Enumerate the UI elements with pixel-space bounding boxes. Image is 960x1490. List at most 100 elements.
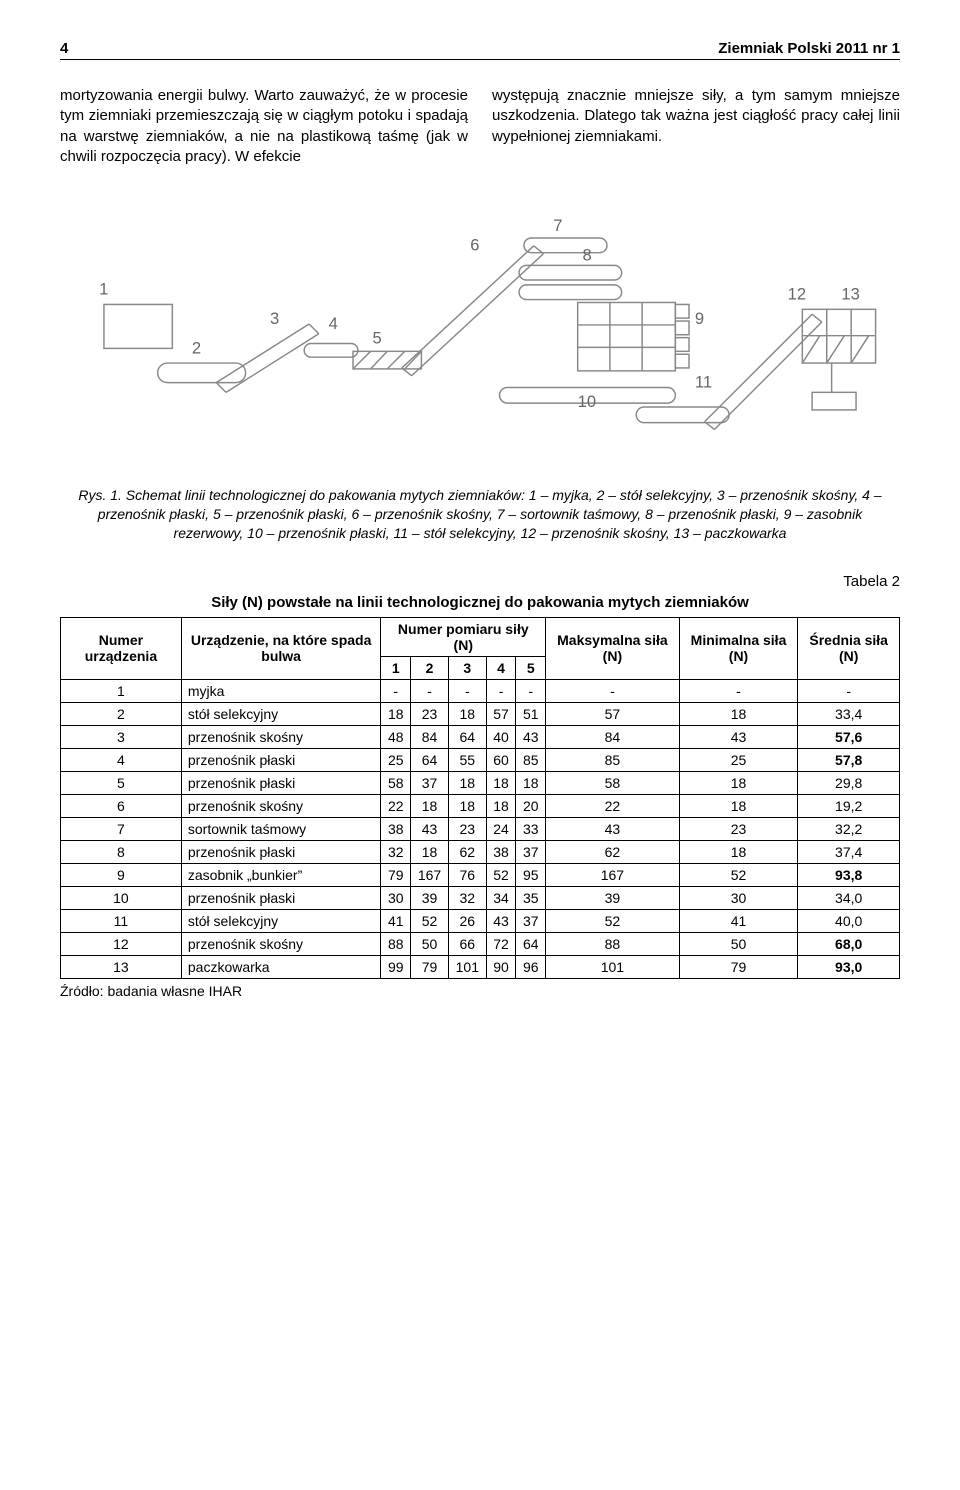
cell-value: 19,2	[798, 794, 900, 817]
cell-value: 30	[679, 886, 798, 909]
cell-value: 41	[679, 909, 798, 932]
cell-device: przenośnik płaski	[181, 771, 381, 794]
journal-title: Ziemniak Polski 2011 nr 1	[718, 40, 900, 57]
cell-value: 18	[448, 702, 486, 725]
cell-value: 23	[411, 702, 449, 725]
table-row: 4przenośnik płaski2564556085852557,8	[61, 748, 900, 771]
cell-value: 26	[448, 909, 486, 932]
cell-value: 52	[546, 909, 680, 932]
cell-value: 18	[486, 794, 516, 817]
cell-value: 40	[486, 725, 516, 748]
cell-value: 48	[381, 725, 411, 748]
svg-text:11: 11	[695, 372, 712, 391]
cell-value: -	[516, 679, 546, 702]
cell-number: 1	[61, 679, 182, 702]
cell-value: 18	[679, 840, 798, 863]
cell-value: 18	[486, 771, 516, 794]
cell-value: 18	[679, 702, 798, 725]
cell-device: przenośnik płaski	[181, 748, 381, 771]
body-col-left: mortyzowania energii bulwy. Warto zauważ…	[60, 86, 468, 167]
svg-text:8: 8	[583, 245, 592, 264]
cell-value: 29,8	[798, 771, 900, 794]
cell-value: 37,4	[798, 840, 900, 863]
svg-text:1: 1	[99, 280, 108, 299]
th-measure-col: 5	[516, 656, 546, 679]
svg-text:6: 6	[470, 236, 479, 255]
cell-device: przenośnik skośny	[181, 794, 381, 817]
th-measure-col: 3	[448, 656, 486, 679]
cell-value: 167	[546, 863, 680, 886]
svg-text:9: 9	[695, 309, 704, 328]
cell-value: 85	[516, 748, 546, 771]
cell-value: -	[546, 679, 680, 702]
table-row: 6przenośnik skośny2218181820221819,2	[61, 794, 900, 817]
cell-value: 52	[411, 909, 449, 932]
th-measure-col: 2	[411, 656, 449, 679]
cell-value: 23	[679, 817, 798, 840]
cell-value: 22	[546, 794, 680, 817]
cell-value: 62	[448, 840, 486, 863]
cell-device: paczkowarka	[181, 955, 381, 978]
cell-value: 20	[516, 794, 546, 817]
cell-value: 88	[381, 932, 411, 955]
table-row: 10przenośnik płaski3039323435393034,0	[61, 886, 900, 909]
cell-value: 50	[411, 932, 449, 955]
cell-device: myjka	[181, 679, 381, 702]
table-row: 1myjka--------	[61, 679, 900, 702]
th-min: Minimalna siła (N)	[679, 617, 798, 679]
cell-value: -	[679, 679, 798, 702]
th-device-number: Numer urządzenia	[61, 617, 182, 679]
table-row: 9zasobnik „bunkier”791677652951675293,8	[61, 863, 900, 886]
forces-table: Numer urządzenia Urządzenie, na które sp…	[60, 617, 900, 979]
cell-value: 93,8	[798, 863, 900, 886]
cell-value: 58	[546, 771, 680, 794]
cell-value: 22	[381, 794, 411, 817]
cell-value: 39	[411, 886, 449, 909]
th-measurements: Numer pomiaru siły (N)	[381, 617, 546, 656]
cell-value: 37	[516, 909, 546, 932]
body-col-right: występują znacznie mniejsze siły, a tym …	[492, 86, 900, 167]
cell-number: 13	[61, 955, 182, 978]
table-row: 13paczkowarka997910190961017993,0	[61, 955, 900, 978]
cell-value: 62	[546, 840, 680, 863]
cell-value: 58	[381, 771, 411, 794]
cell-device: przenośnik skośny	[181, 725, 381, 748]
cell-device: stół selekcyjny	[181, 702, 381, 725]
cell-value: 88	[546, 932, 680, 955]
cell-value: 25	[679, 748, 798, 771]
table-title: Siły (N) powstałe na linii technologiczn…	[60, 594, 900, 611]
cell-number: 12	[61, 932, 182, 955]
cell-value: 18	[679, 771, 798, 794]
cell-value: 43	[679, 725, 798, 748]
cell-value: 32,2	[798, 817, 900, 840]
th-measure-col: 4	[486, 656, 516, 679]
cell-value: 79	[411, 955, 449, 978]
table-row: 5przenośnik płaski5837181818581829,8	[61, 771, 900, 794]
cell-value: 57	[486, 702, 516, 725]
cell-value: 37	[516, 840, 546, 863]
cell-number: 7	[61, 817, 182, 840]
cell-value: 43	[546, 817, 680, 840]
table-label: Tabela 2	[60, 573, 900, 590]
cell-value: 60	[486, 748, 516, 771]
cell-number: 5	[61, 771, 182, 794]
svg-text:3: 3	[270, 309, 279, 328]
page-number: 4	[60, 40, 68, 57]
cell-number: 6	[61, 794, 182, 817]
cell-value: 24	[486, 817, 516, 840]
cell-value: 18	[679, 794, 798, 817]
cell-value: 99	[381, 955, 411, 978]
cell-value: 167	[411, 863, 449, 886]
cell-value: 43	[411, 817, 449, 840]
diagram-svg: 12345678910111213	[60, 197, 900, 451]
cell-value: 84	[546, 725, 680, 748]
cell-number: 11	[61, 909, 182, 932]
cell-device: przenośnik skośny	[181, 932, 381, 955]
cell-value: 37	[411, 771, 449, 794]
cell-value: 84	[411, 725, 449, 748]
cell-value: 55	[448, 748, 486, 771]
table-source: Źródło: badania własne IHAR	[60, 983, 900, 999]
cell-value: 34,0	[798, 886, 900, 909]
cell-value: 68,0	[798, 932, 900, 955]
cell-value: -	[486, 679, 516, 702]
